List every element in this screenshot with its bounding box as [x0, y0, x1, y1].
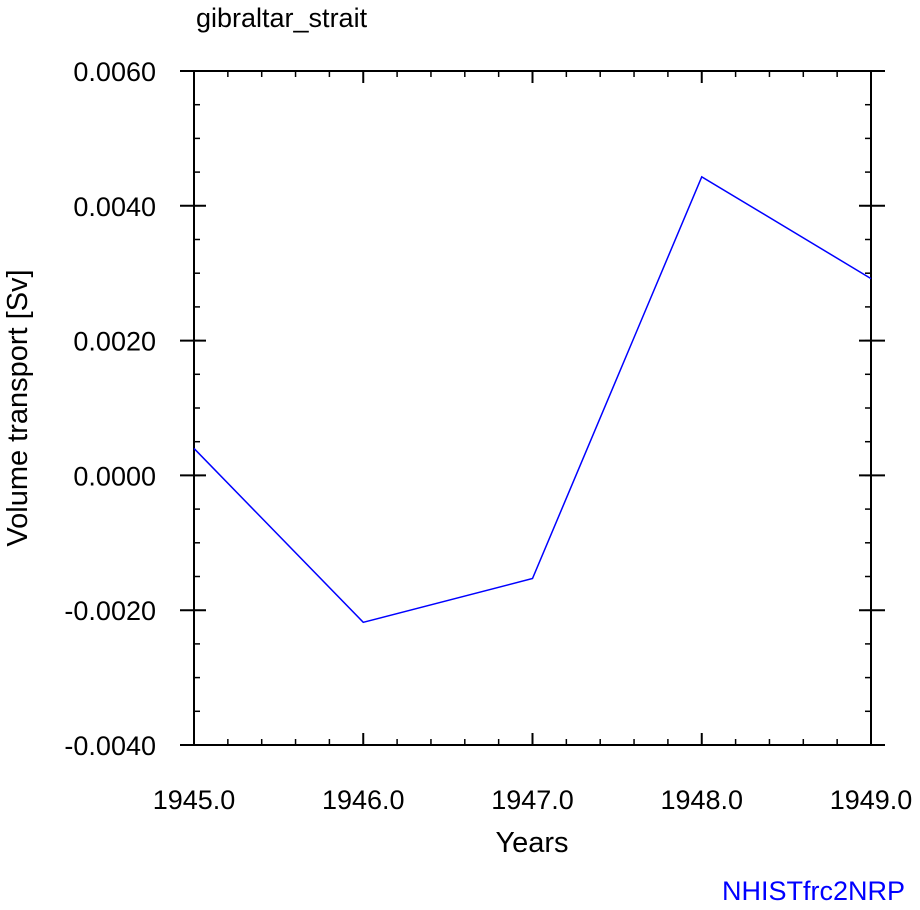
series-line: [193, 175, 872, 624]
x-axis-title: Years: [495, 827, 568, 859]
chart-title: gibraltar_strait: [196, 3, 368, 33]
x-tick-label: 1945.0: [153, 785, 236, 815]
y-tick-label: 0.0020: [73, 327, 156, 357]
plot-frame: [193, 70, 872, 746]
minor-ticks: [193, 70, 872, 746]
y-tick-label: 0.0040: [73, 192, 156, 222]
plot-area: 1945.0 1946.0 1947.0 1948.0 1949.0 -0.0040-0…: [64, 57, 912, 815]
y-tick-label: 0.0000: [73, 461, 156, 491]
y-axis-ticks: -0.0040 -0.0020 0.0000 0.0020 0.0040 0.0060: [64, 57, 885, 761]
x-tick-label: 1948.0: [660, 785, 743, 815]
x-tick-label: 1947.0: [491, 785, 574, 815]
x-axis-ticks: 1945.0 1946.0 1947.0 1948.0 1949.0: [153, 71, 913, 815]
x-tick-label: 1949.0: [830, 785, 913, 815]
y-tick-label: -0.0020: [64, 596, 156, 626]
y-axis-title: Volume transport [Sv]: [2, 269, 34, 546]
x-tick-label: 1946.0: [322, 785, 405, 815]
y-tick-label: -0.0040: [64, 731, 156, 761]
run-label: NHISTfrc2NRP: [722, 876, 905, 906]
y-tick-label: 0.0060: [73, 57, 156, 87]
